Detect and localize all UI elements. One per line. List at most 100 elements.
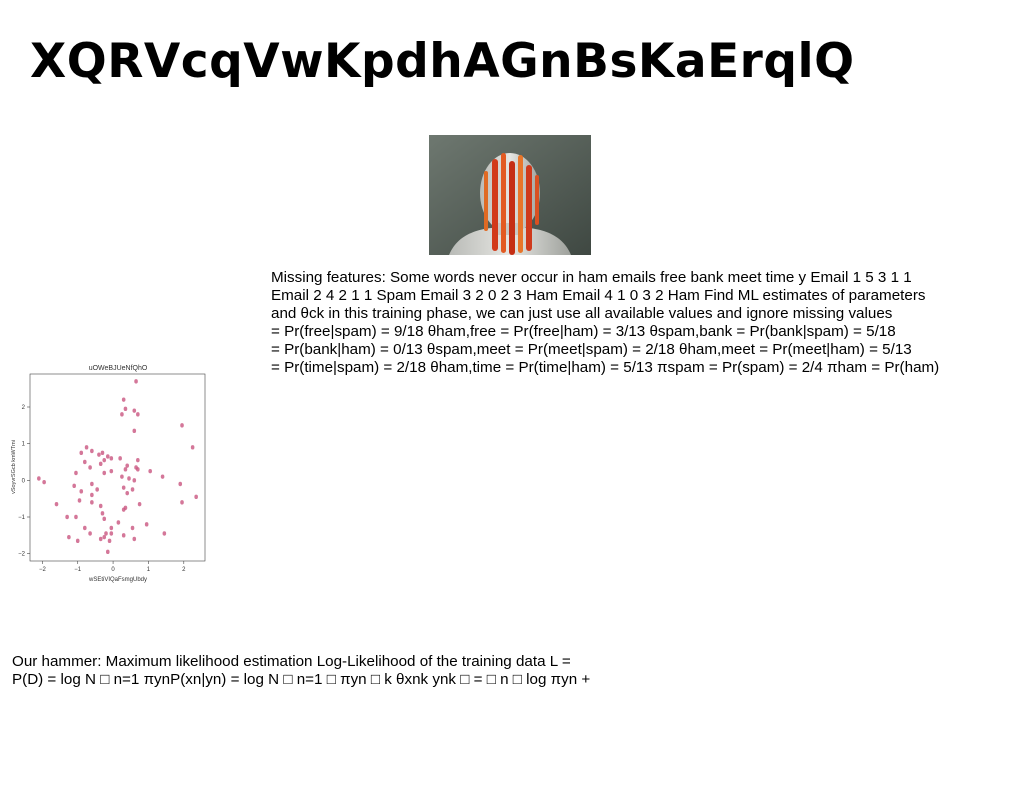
scatter-point [67,534,71,540]
scatter-point [132,536,137,542]
scatter-point [98,461,103,467]
scatter-point [97,452,101,457]
scatter-point [109,525,114,531]
scatter-point [84,445,89,450]
paragraph-line: Missing features: Some words never occur… [271,269,912,286]
scatter-point [178,481,183,487]
scatter-point [132,428,137,434]
scatter-point [125,463,130,468]
scatter-point [109,531,114,536]
scatter-point [136,467,140,472]
scatter-point [82,459,87,465]
scatter-point [116,520,121,525]
x-axis-label: wSEtiVIQaFsmgUbdy [88,577,147,583]
scatter-point [130,525,135,531]
scatter-point [72,483,76,489]
scatter-point [88,465,92,470]
scatter-point [102,534,107,540]
scatter-point [123,406,128,412]
scatter-point [104,531,108,536]
scatter-point [109,468,114,474]
scatter-point [107,538,112,544]
scatter-point [160,474,165,479]
scatter-chart: uOWeBJUeNfQhO −2 −1 0 1 2 −2 −1 0 1 2 wSEtiVIQaFs… [11,365,206,583]
scatter-point [125,490,130,496]
scatter-point [82,525,87,531]
scatter-point [79,450,84,456]
scatter-point [100,511,105,516]
scatter-point [118,456,122,461]
y-tick-label: −1 [18,515,26,521]
scatter-point [90,481,94,487]
scatter-point [130,487,135,492]
scatter-point [132,478,137,483]
body-paragraph: Missing features: Some words never occur… [271,269,971,377]
scatter-point [74,470,78,476]
paragraph-line: Email 2 4 2 1 1 Spam Email 3 2 0 2 3 Ham… [271,287,926,304]
scatter-point [88,531,92,536]
x-tick-label: −2 [39,567,47,573]
scatter-point [105,549,110,555]
paragraph-line: and θck in this training phase, we can j… [271,305,893,322]
scatter-point [95,487,99,492]
x-tick-label: 2 [182,567,186,573]
slide-title: XQRVcqVwKpdhAGnBsKaErqlQ [30,34,855,89]
scatter-point [77,498,82,503]
scatter-point [180,500,184,505]
scatter-point [144,522,149,527]
bottom-paragraph: Our hammer: Maximum likelihood estimatio… [12,653,652,689]
axis-ticks: −2 −1 0 1 2 −2 −1 0 1 2 [18,405,186,573]
scatter-point [162,531,167,536]
scatter-point [136,412,140,417]
paragraph-line: = Pr(bank|ham) = 0/13 θspam,meet = Pr(me… [271,341,912,358]
chart-title: uOWeBJUeNfQhO [89,365,148,372]
plot-frame [29,373,206,562]
scatter-point [54,501,59,507]
scatter-point [75,538,80,544]
y-tick-label: −2 [18,552,26,558]
scatter-point [136,457,140,463]
scatter-point [79,489,84,494]
scatter-point [90,492,94,498]
scatter-point [102,470,107,476]
portrait-image [429,135,591,255]
scatter-point [65,514,69,520]
scatter-point [120,474,124,479]
bottom-line: P(D) = log N □ n=1 πynP(xn|yn) = log N □… [12,671,591,688]
scatter-point [123,467,128,472]
scatter-point [180,423,184,428]
scatter-point [121,485,126,490]
scatter-point [132,408,137,413]
scatter-point [121,397,126,402]
y-tick-label: 2 [22,405,26,411]
scatter-point [98,536,103,542]
scatter-point [37,476,41,481]
scatter-point [42,479,46,485]
scatter-point [102,457,107,463]
paragraph-line: = Pr(time|spam) = 2/18 θham,time = Pr(ti… [271,359,940,376]
x-tick-label: 1 [147,567,151,573]
scatter-point [74,514,78,520]
scatter-point [90,500,94,505]
scatter-point [100,450,105,456]
scatter-point [102,516,107,522]
scatter-point [127,476,131,481]
scatter-point [105,454,110,459]
scatter-point [194,494,198,500]
x-tick-label: −1 [74,567,82,573]
scatter-point [137,501,142,507]
scatter-point [148,468,153,474]
paragraph-line: = Pr(free|spam) = 9/18 θham,free = Pr(fr… [271,323,896,340]
scatter-point [121,507,126,512]
scatter-point [190,445,195,450]
data-points [37,379,198,555]
scatter-point [90,448,94,454]
y-tick-label: 1 [22,442,26,448]
y-tick-label: 0 [22,478,26,484]
scatter-point [134,379,138,384]
x-tick-label: 0 [111,567,115,573]
bottom-line: Our hammer: Maximum likelihood estimatio… [12,653,571,670]
scatter-point [98,503,103,509]
y-axis-label: vSoyvrSGcb kmWTmi [11,440,17,494]
scatter-point [109,456,114,461]
